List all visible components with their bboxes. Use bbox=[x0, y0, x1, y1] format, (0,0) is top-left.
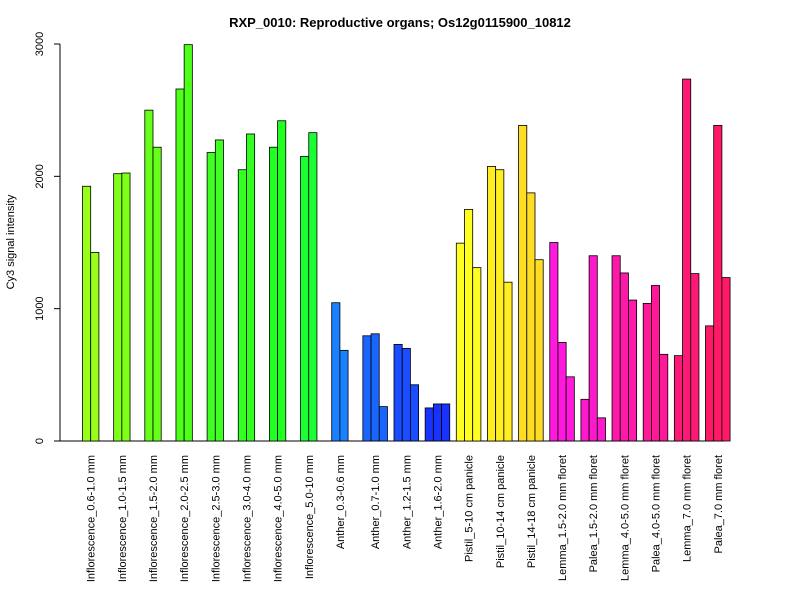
x-tick-label: Inflorescence_2.0-2.5 mm bbox=[179, 455, 191, 582]
bar bbox=[526, 192, 536, 442]
bar bbox=[642, 302, 652, 442]
bar bbox=[495, 169, 505, 442]
bar bbox=[705, 325, 715, 442]
x-tick-label: Anther_0.7-1.0 mm bbox=[370, 455, 382, 549]
bar bbox=[596, 417, 606, 442]
bar bbox=[503, 281, 513, 442]
bar bbox=[90, 252, 100, 442]
bar bbox=[534, 259, 544, 442]
x-tick-label: Inflorescence_3.0-4.0 mm bbox=[241, 455, 253, 582]
y-tick-label: 2000 bbox=[34, 164, 46, 188]
y-axis-label: Cy3 signal intensity bbox=[5, 194, 17, 289]
bar bbox=[183, 44, 193, 442]
bar bbox=[121, 172, 131, 442]
bar bbox=[268, 146, 278, 442]
x-tick-label: Pistil_5-10 cm panicle bbox=[464, 455, 476, 562]
bar bbox=[455, 242, 465, 442]
x-tick-label: Lemma_1.5-2.0 mm floret bbox=[557, 455, 569, 581]
x-tick-label: Pistil_10-14 cm panicle bbox=[495, 455, 507, 568]
y-tick-label: 0 bbox=[34, 438, 46, 444]
x-tick-label: Inflorescence_1.5-2.0 mm bbox=[148, 455, 160, 582]
bar bbox=[152, 146, 162, 442]
bars bbox=[82, 44, 731, 442]
y-axis: 0 1000 2000 3000 bbox=[34, 32, 61, 444]
bar bbox=[424, 407, 434, 442]
bar bbox=[464, 209, 474, 442]
y-tick-label: 1000 bbox=[34, 296, 46, 320]
bar bbox=[246, 133, 256, 442]
x-tick-label: Anther_1.6-2.0 mm bbox=[432, 455, 444, 549]
bar bbox=[214, 139, 224, 442]
bar bbox=[82, 185, 92, 442]
bar bbox=[308, 132, 318, 442]
bar bbox=[113, 173, 123, 442]
x-tick-label: Pistil_14-18 cm panicle bbox=[526, 455, 538, 568]
bar bbox=[682, 78, 692, 442]
bar bbox=[362, 335, 372, 442]
chart-title: RXP_0010: Reproductive organs; Os12g0115… bbox=[229, 15, 571, 30]
bar bbox=[713, 124, 723, 442]
bar bbox=[175, 88, 185, 442]
bar bbox=[673, 355, 683, 442]
bar bbox=[619, 272, 629, 442]
bar bbox=[518, 124, 528, 442]
category-labels: Inflorescence_0.6-1.0 mm Inflorescence_1.… bbox=[86, 455, 725, 582]
bar bbox=[409, 384, 419, 442]
bar bbox=[393, 343, 403, 442]
bar bbox=[565, 376, 575, 442]
bar bbox=[580, 398, 590, 442]
bar bbox=[339, 349, 349, 442]
x-tick-label: Inflorescence_1.0-1.5 mm bbox=[117, 455, 129, 582]
bar bbox=[441, 403, 451, 442]
bar bbox=[472, 267, 482, 442]
bar bbox=[721, 277, 731, 442]
bar bbox=[628, 299, 638, 442]
x-tick-label: Palea_4.0-5.0 mm floret bbox=[651, 455, 663, 572]
bar bbox=[331, 302, 341, 442]
x-tick-label: Inflorescence_5.0-10 mm bbox=[304, 455, 316, 579]
bar bbox=[487, 166, 497, 442]
bar bbox=[690, 273, 700, 442]
bar bbox=[432, 403, 442, 442]
y-tick-label: 3000 bbox=[34, 32, 46, 56]
x-tick-label: Inflorescence_4.0-5.0 mm bbox=[273, 455, 285, 582]
bar bbox=[237, 169, 247, 442]
x-tick-label: Lemma_4.0-5.0 mm floret bbox=[619, 455, 631, 581]
bar bbox=[277, 120, 287, 442]
bar bbox=[206, 152, 216, 442]
bar bbox=[557, 342, 567, 442]
x-tick-label: Inflorescence_0.6-1.0 mm bbox=[86, 455, 98, 582]
bar bbox=[300, 156, 310, 442]
x-tick-label: Palea_7.0 mm floret bbox=[713, 455, 725, 553]
bar bbox=[651, 285, 661, 442]
bar bbox=[659, 353, 669, 442]
x-tick-label: Anther_0.3-0.6 mm bbox=[335, 455, 347, 549]
bar bbox=[611, 255, 621, 442]
x-tick-label: Lemma_7.0 mm floret bbox=[682, 455, 694, 562]
bar bbox=[370, 333, 380, 442]
bar bbox=[549, 242, 559, 442]
bar bbox=[144, 109, 154, 442]
x-tick-label: Palea_1.5-2.0 mm floret bbox=[588, 455, 600, 572]
bar bbox=[588, 255, 598, 442]
bar bbox=[378, 406, 388, 442]
x-tick-label: Inflorescence_2.5-3.0 mm bbox=[210, 455, 222, 582]
x-tick-label: Anther_1.2-1.5 mm bbox=[401, 455, 413, 549]
bar bbox=[401, 347, 411, 442]
